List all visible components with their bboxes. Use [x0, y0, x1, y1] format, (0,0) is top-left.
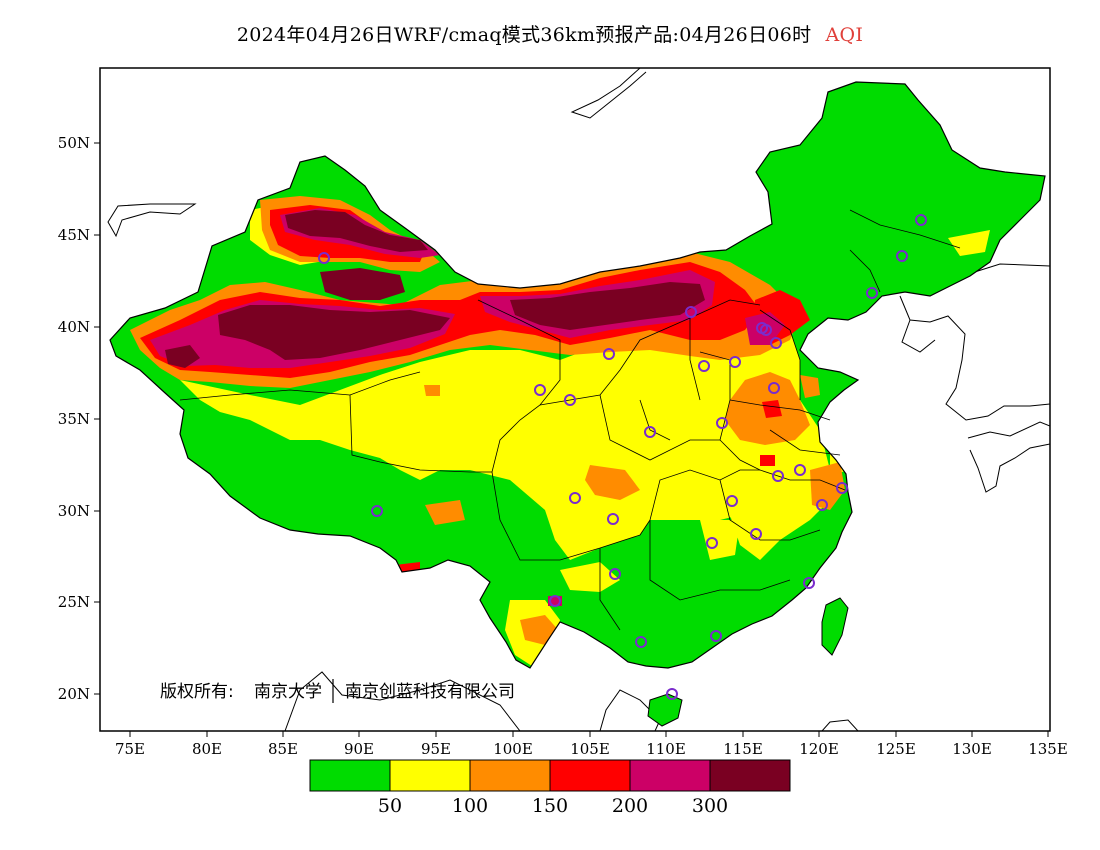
color-legend: 50 100 150 200 300	[309, 759, 791, 817]
taiwan-island	[821, 597, 849, 656]
legend-label: 150	[532, 795, 568, 817]
lat-label: 25N	[58, 593, 90, 611]
province-boundaries	[179, 209, 961, 631]
lon-label: 75E	[115, 740, 145, 758]
legend-swatch	[629, 759, 711, 792]
legend-label: 200	[612, 795, 648, 817]
station-markers	[318, 214, 927, 700]
lat-label: 40N	[58, 318, 90, 336]
legend-label: 50	[378, 795, 402, 817]
legend-swatch	[389, 759, 471, 792]
copyright-prefix: 版权所有:	[160, 682, 234, 702]
lon-label: 125E	[876, 740, 916, 758]
lon-label: 115E	[723, 740, 763, 758]
china-outline	[109, 81, 1046, 669]
aqi-band-maroon	[165, 210, 705, 368]
lat-label: 50N	[58, 134, 90, 152]
legend-swatch	[549, 759, 631, 792]
latitude-labels: 50N 45N 40N 35N 30N 25N 20N	[58, 134, 90, 703]
lon-label: 130E	[952, 740, 992, 758]
axis-ticks	[94, 142, 1049, 737]
copyright-note: 版权所有: 南京大学 南京创蓝科技有限公司	[160, 679, 515, 703]
title-variable: AQI	[825, 24, 864, 46]
lat-label: 20N	[58, 685, 90, 703]
lat-label: 35N	[58, 410, 90, 428]
copyright-org1: 南京大学	[254, 682, 322, 702]
legend-swatch	[309, 759, 391, 792]
title-text: 2024年04月26日WRF/cmaq模式36km预报产品:04月26日06时	[236, 24, 812, 46]
lon-label: 100E	[493, 740, 533, 758]
lon-label: 85E	[268, 740, 298, 758]
legend-swatch	[469, 759, 551, 792]
legend-label: 300	[692, 795, 728, 817]
lat-label: 30N	[58, 502, 90, 520]
lon-label: 105E	[570, 740, 610, 758]
lon-label: 135E	[1028, 740, 1068, 758]
lon-label: 95E	[421, 740, 451, 758]
lon-label: 120E	[799, 740, 839, 758]
lon-label: 90E	[344, 740, 374, 758]
lat-label: 45N	[58, 226, 90, 244]
lon-label: 80E	[192, 740, 222, 758]
copyright-org2: 南京创蓝科技有限公司	[345, 682, 515, 702]
longitude-labels: 75E 80E 85E 90E 95E 100E 105E 110E 115E …	[115, 740, 1068, 758]
lon-label: 110E	[646, 740, 686, 758]
legend-swatch	[709, 759, 791, 792]
legend-label: 100	[452, 795, 488, 817]
map-title: 2024年04月26日WRF/cmaq模式36km预报产品:04月26日06时 A…	[0, 20, 1100, 47]
